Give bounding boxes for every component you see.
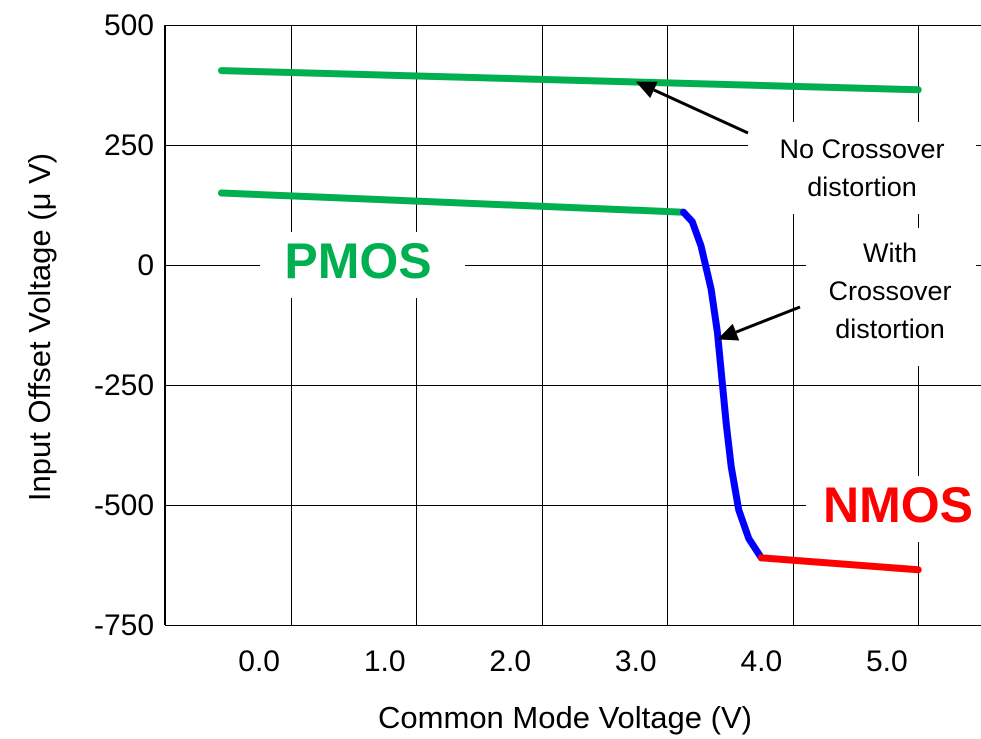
annotation-arrow-line <box>735 305 801 334</box>
annotations: No Crossover distortion With Crossover disto… <box>260 81 981 542</box>
data-series <box>218 67 922 574</box>
x-tick-label: 0.0 <box>238 645 280 678</box>
x-tick-labels: 0.0 1.0 2.0 3.0 4.0 5.0 <box>238 645 907 678</box>
y-tick-label: 0 <box>137 249 154 282</box>
annotation-text: distortion <box>835 314 945 344</box>
series-line <box>680 208 765 562</box>
region-label: PMOS <box>284 233 431 289</box>
annotation-background <box>806 228 976 366</box>
label-background <box>260 232 465 298</box>
annotation-arrow-head <box>635 81 658 99</box>
annotation-text: distortion <box>807 172 917 202</box>
annotation-arrow-line <box>653 88 749 135</box>
annotation-text: With <box>863 238 917 268</box>
x-axis-title: Common Mode Voltage (V) <box>378 700 752 735</box>
x-tick-label: 5.0 <box>866 645 908 678</box>
y-axis-title: Input Offset Voltage (μ V) <box>22 153 57 501</box>
annotation-text: Crossover <box>828 276 951 306</box>
series-line <box>757 554 922 574</box>
label-background <box>806 476 981 542</box>
y-tick-label: 500 <box>104 9 154 42</box>
annotation-text: No Crossover <box>779 134 944 164</box>
y-tick-label: -750 <box>94 609 154 642</box>
x-tick-label: 4.0 <box>740 645 782 678</box>
y-tick-labels: 500 250 0 -250 -500 -750 <box>94 9 154 642</box>
series-line <box>218 189 687 216</box>
annotation-arrow-head <box>717 323 740 341</box>
y-tick-label: 250 <box>104 129 154 162</box>
annotation-background <box>748 122 976 214</box>
x-tick-label: 3.0 <box>615 645 657 678</box>
series-line <box>218 67 922 94</box>
y-tick-label: -250 <box>94 369 154 402</box>
x-tick-label: 1.0 <box>364 645 406 678</box>
region-label: NMOS <box>823 477 973 533</box>
y-tick-label: -500 <box>94 489 154 522</box>
x-tick-label: 2.0 <box>489 645 531 678</box>
